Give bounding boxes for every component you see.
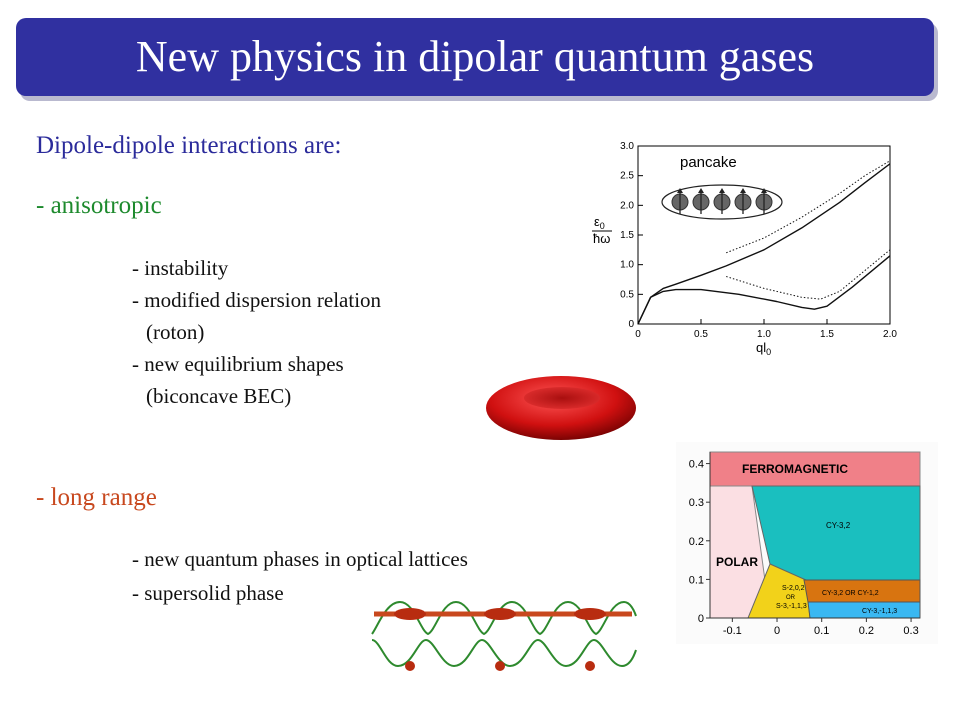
y-axis-label-denominator: ħω [593,231,610,246]
atoms-row [671,188,773,214]
list-item: - instability [132,256,229,280]
x-tick-label: 1.5 [820,329,834,340]
title-bar: New physics in dipolar quantum gases [16,18,934,96]
density-peak [394,608,426,620]
pancake-label: pancake [680,154,737,171]
y-tick-label: 3.0 [620,141,634,152]
list-item: - modified dispersion relation [132,288,382,312]
y-tick-label: 0 [698,613,704,625]
pancake-ellipse [661,184,783,220]
list-item: (biconcave BEC) [146,384,292,408]
x-tick-label: 0.1 [814,625,829,637]
list-item: - new quantum phases in optical lattices [132,547,468,571]
y-tick-label: 0 [628,319,634,330]
density-peak [484,608,516,620]
series-line-0 [637,163,891,325]
y-tick-label: 2.0 [620,200,634,211]
lattice-wave-bottom [371,638,637,668]
list-item: (roton) [146,320,205,344]
y-tick-label: 0.2 [689,536,704,548]
optical-lattice-drawing [371,600,637,671]
region-cy32 [751,485,921,581]
anisotropic-list: - instability - modified dispersion rela… [132,252,381,412]
y-tick-label: 0.5 [620,289,634,300]
plot-frame [637,145,891,325]
label-polar: POLAR [716,555,758,569]
label-s202: S-2,0,2 [782,585,805,592]
label-cy32: CY-3,2 [826,521,851,530]
label-ferromagnetic: FERROMAGNETIC [742,462,848,476]
y-tick-label: 1.5 [620,230,634,241]
y-tick-label: 0.1 [689,574,704,586]
x-tick-label: 0.5 [694,329,708,340]
lattice-atom [405,661,415,671]
x-tick-label: 0 [774,625,780,637]
list-item: - supersolid phase [132,581,284,605]
series-line-2 [726,160,891,254]
series-line-1 [637,255,891,325]
list-item: - new equilibrium shapes [132,352,344,376]
phase-diagram: FERROMAGNETIC POLAR CY-3,2 S-2,0,2 OR S-… [676,442,938,644]
series-line-3 [726,249,891,300]
region-ferromagnetic [709,451,921,487]
label-cy3113: CY-3,-1,1,3 [862,608,897,615]
long-range-list: - new quantum phases in optical lattices… [132,542,468,610]
lattice-atom [495,661,505,671]
y-axis-label-numerator: ε0 [594,214,605,231]
long-range-label: - long range [36,484,157,511]
x-tick-label: 2.0 [883,329,897,340]
biconcave-bec-image [486,376,636,440]
y-tick-label: 2.5 [620,171,634,182]
x-tick-label: 0.3 [903,625,918,637]
lattice-wave-top [371,600,637,636]
y-tick-label: 0.4 [689,459,704,471]
y-tick-label: 1.0 [620,260,634,271]
label-or: OR [786,595,796,601]
x-tick-label: -0.1 [723,625,742,637]
slide-heading: Dipole-dipole interactions are: [36,132,342,159]
x-tick-label: 0.2 [859,625,874,637]
x-tick-label: 0 [635,329,641,340]
label-cy32-or-cy12: CY-3,2 OR CY-1,2 [822,590,879,597]
label-s3113: S-3,-1,1,3 [776,603,807,610]
x-axis-label: ql0 [756,340,771,357]
x-tick-label: 1.0 [757,329,771,340]
lattice-atom [585,661,595,671]
anisotropic-label: - anisotropic [36,192,162,219]
density-peak [574,608,606,620]
slide-title: New physics in dipolar quantum gases [135,32,815,81]
dispersion-chart: 0 0.5 1.0 1.5 2.0 0 0.5 1.0 1.5 2.0 2.5 3.0 pancake… [592,141,897,357]
y-tick-label: 0.3 [689,497,704,509]
